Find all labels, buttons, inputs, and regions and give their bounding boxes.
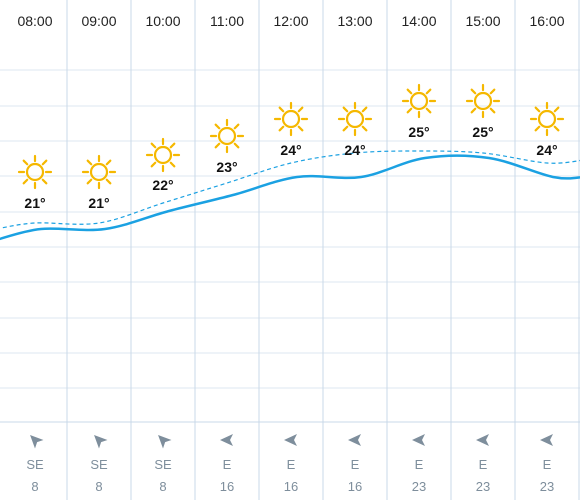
hour-label: 11:00 — [210, 13, 244, 29]
wind-direction-arrow-icon — [158, 435, 172, 449]
wind-speed-value: 23 — [476, 479, 490, 494]
hour-label: 15:00 — [465, 13, 500, 29]
temperature-value: 23° — [216, 159, 237, 175]
wind-speed-value: 8 — [31, 479, 38, 494]
hour-headers: 08:00 09:00 10:00 11:00 12:00 13:00 14:00 15:00… — [17, 13, 564, 29]
temperature-value: 25° — [408, 124, 429, 140]
wind-direction-label: E — [287, 457, 296, 472]
wind-speed-value: 16 — [348, 479, 362, 494]
sun-icon — [81, 154, 117, 190]
sun-icon — [273, 101, 309, 137]
sun-icon — [401, 83, 437, 119]
wind-speed-value: 8 — [159, 479, 166, 494]
temperature-value: 24° — [536, 142, 557, 158]
temperature-value: 21° — [88, 195, 109, 211]
wind-direction-label: SE — [26, 457, 44, 472]
wind-direction-arrow-icon — [30, 435, 44, 449]
wind-direction-label: SE — [90, 457, 108, 472]
wind-direction-arrow-icon — [412, 434, 425, 446]
hour-label: 09:00 — [81, 13, 116, 29]
sun-icon — [337, 101, 373, 137]
hour-label: 08:00 — [17, 13, 52, 29]
wind-row: SE 8 SE 8 SE 8 E 16 E 16 E 16 E 23 E 23 E 23 — [26, 434, 554, 494]
wind-direction-arrow-icon — [94, 435, 108, 449]
wind-speed-value: 16 — [220, 479, 234, 494]
wind-direction-label: E — [543, 457, 552, 472]
wind-direction-arrow-icon — [348, 434, 361, 446]
hour-label: 13:00 — [337, 13, 372, 29]
temperature-labels: 21° 21° 22° 23° 24° 24° 25° 25° 24° — [24, 124, 557, 211]
hour-label: 10:00 — [145, 13, 180, 29]
sun-icon — [17, 154, 53, 190]
wind-direction-label: E — [223, 457, 232, 472]
temperature-value: 25° — [472, 124, 493, 140]
wind-direction-arrow-icon — [476, 434, 489, 446]
wind-speed-value: 16 — [284, 479, 298, 494]
wind-direction-arrow-icon — [540, 434, 553, 446]
temperature-value: 24° — [344, 142, 365, 158]
wind-speed-value: 23 — [540, 479, 554, 494]
feels-like-line — [0, 150, 580, 229]
wind-direction-label: E — [479, 457, 488, 472]
sun-icon — [209, 118, 245, 154]
hour-label: 16:00 — [529, 13, 564, 29]
sun-icon — [465, 83, 501, 119]
temperature-value: 22° — [152, 177, 173, 193]
weather-icons — [17, 83, 565, 190]
temperature-lines — [0, 150, 580, 241]
wind-direction-arrow-icon — [284, 434, 297, 446]
sun-icon — [529, 101, 565, 137]
temperature-value: 24° — [280, 142, 301, 158]
wind-speed-value: 8 — [95, 479, 102, 494]
wind-direction-label: E — [415, 457, 424, 472]
temperature-value: 21° — [24, 195, 45, 211]
sun-icon — [145, 137, 181, 173]
wind-direction-label: SE — [154, 457, 172, 472]
hour-label: 12:00 — [273, 13, 308, 29]
wind-direction-label: E — [351, 457, 360, 472]
wind-speed-value: 23 — [412, 479, 426, 494]
wind-direction-arrow-icon — [220, 434, 233, 446]
hour-label: 14:00 — [401, 13, 436, 29]
temperature-line — [0, 154, 580, 241]
